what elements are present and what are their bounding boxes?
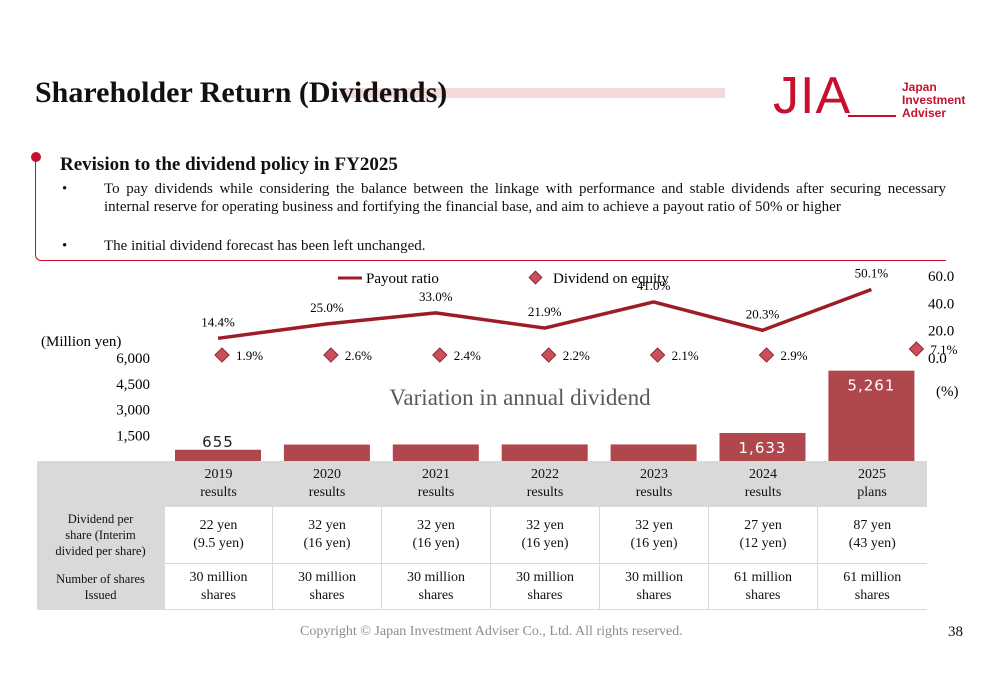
payout-ratio-label: 41.0% bbox=[637, 278, 671, 293]
table-cell: 30 million shares bbox=[599, 563, 709, 610]
bar-2019 bbox=[175, 449, 261, 461]
right-axis-tick: 20.0 bbox=[928, 324, 954, 340]
left-axis-tick: 3,000 bbox=[116, 403, 150, 419]
bar-2024 bbox=[719, 432, 806, 461]
right-axis-tick: 60.0 bbox=[928, 269, 954, 285]
dividend-on-equity-marker bbox=[214, 347, 230, 363]
table-header-2023: 2023 results bbox=[599, 461, 709, 507]
dividend-on-equity-label: 2.6% bbox=[345, 348, 372, 363]
dividend-on-equity-marker bbox=[540, 347, 557, 363]
left-axis-tick: 6,000 bbox=[116, 351, 150, 367]
table-cell: 30 million shares bbox=[490, 563, 600, 610]
dividend-on-equity-label: 2.1% bbox=[672, 348, 699, 363]
table-header-2025: 2025 plans bbox=[817, 461, 927, 507]
bar-2023 bbox=[610, 444, 697, 461]
table-corner bbox=[37, 461, 165, 507]
left-axis-tick: 4,500 bbox=[116, 377, 150, 393]
table-header-2021: 2021 results bbox=[381, 461, 491, 507]
bar-2020 bbox=[283, 444, 370, 461]
logo-underline bbox=[848, 115, 896, 117]
bar-2022 bbox=[501, 444, 588, 461]
table-cell: 32 yen (16 yen) bbox=[272, 507, 382, 564]
dividend-on-equity-marker bbox=[323, 347, 339, 363]
logo-line-1: Japan bbox=[902, 80, 937, 94]
dividend-on-equity-label: 1.9% bbox=[236, 348, 263, 363]
row-header-shares-issued: Number of shares Issued bbox=[37, 563, 165, 610]
bar-2025 bbox=[828, 370, 915, 461]
payout-ratio-label: 20.3% bbox=[746, 306, 780, 321]
dividend-chart: Payout ratio Dividend on equity (Million… bbox=[41, 266, 959, 461]
dividend-on-equity-label: 2.2% bbox=[563, 348, 590, 363]
table-header-2022: 2022 results bbox=[490, 461, 600, 507]
table-cell: 61 million shares bbox=[817, 563, 927, 610]
chart-title: Variation in annual dividend bbox=[389, 385, 651, 410]
bullet-1-marker: • bbox=[62, 181, 68, 197]
bar-value-label: 1,633 bbox=[739, 439, 787, 457]
payout-ratio-line bbox=[217, 287, 873, 341]
payout-ratio-label: 21.9% bbox=[528, 304, 562, 319]
page-number: 38 bbox=[948, 624, 963, 640]
table-cell: 30 million shares bbox=[164, 563, 273, 610]
right-axis-label: (%) bbox=[936, 384, 959, 400]
table-cell: 32 yen (16 yen) bbox=[490, 507, 600, 564]
dividend-on-equity-marker bbox=[432, 347, 448, 363]
dividend-on-equity-marker bbox=[649, 347, 666, 363]
table-header-2020: 2020 results bbox=[272, 461, 382, 507]
page-title: Shareholder Return (Dividends) bbox=[35, 76, 448, 109]
payout-ratio-label: 25.0% bbox=[310, 300, 344, 315]
table-cell: 27 yen (12 yen) bbox=[708, 507, 818, 564]
table-cell: 30 million shares bbox=[381, 563, 491, 610]
payout-ratio-label: 14.4% bbox=[201, 314, 235, 329]
footer-copyright: Copyright © Japan Investment Adviser Co.… bbox=[300, 624, 683, 639]
bar-value-label: 963 bbox=[420, 428, 452, 446]
bar-value-label: 959 bbox=[311, 429, 343, 447]
dividend-on-equity-marker bbox=[758, 347, 775, 363]
right-axis-tick: 0.0 bbox=[928, 351, 947, 367]
bar-value-label: 966 bbox=[638, 428, 670, 446]
policy-heading: Revision to the dividend policy in FY202… bbox=[60, 154, 398, 175]
bullet-2-text: The initial dividend forecast has been l… bbox=[104, 238, 426, 254]
dividend-on-equity-label: 7.1% bbox=[930, 342, 957, 357]
title-underline-bar bbox=[340, 88, 725, 98]
table-header-2024: 2024 results bbox=[708, 461, 818, 507]
table-cell: 32 yen (16 yen) bbox=[599, 507, 709, 564]
policy-frame bbox=[35, 158, 946, 261]
table-cell: 22 yen (9.5 yen) bbox=[164, 507, 273, 564]
bullet-1-text: To pay dividends while considering the b… bbox=[104, 181, 946, 215]
dividend-table: 2019 results 2020 results 2021 results 2022… bbox=[37, 461, 927, 610]
right-axis-tick: 40.0 bbox=[928, 296, 954, 312]
company-logo-mark: JIA bbox=[773, 67, 852, 125]
table-cell: 32 yen (16 yen) bbox=[381, 507, 491, 564]
table-row: Number of shares Issued 30 million shares … bbox=[37, 563, 927, 610]
company-logo-text: Japan Investment Adviser bbox=[902, 81, 965, 120]
table-cell: 30 million shares bbox=[272, 563, 382, 610]
payout-ratio-label: 50.1% bbox=[855, 266, 889, 281]
legend-diamond-icon bbox=[528, 270, 543, 285]
payout-ratio-label: 33.0% bbox=[419, 289, 453, 304]
logo-line-2: Investment bbox=[902, 93, 966, 107]
dividend-on-equity-marker bbox=[908, 341, 925, 357]
policy-dot-icon bbox=[31, 152, 41, 162]
table-cell: 61 million shares bbox=[708, 563, 818, 610]
table-cell: 87 yen (43 yen) bbox=[817, 507, 927, 564]
bar-value-label: 655 bbox=[202, 433, 234, 451]
bar-2021 bbox=[392, 444, 479, 461]
dividend-on-equity-label: 2.4% bbox=[454, 348, 481, 363]
row-header-dividend-per-share: Dividend per share (Interim divided per sh… bbox=[37, 507, 165, 564]
bar-value-label: 5,261 bbox=[847, 377, 895, 395]
logo-line-3: Adviser bbox=[902, 106, 947, 120]
left-axis-label: (Million yen) bbox=[41, 334, 121, 350]
left-axis-tick: 1,500 bbox=[116, 428, 150, 444]
legend-dividend-on-equity: Dividend on equity bbox=[553, 271, 669, 287]
bar-value-label: 966 bbox=[529, 428, 561, 446]
table-header-row: 2019 results 2020 results 2021 results 2022… bbox=[37, 461, 927, 507]
bullet-2-marker: • bbox=[62, 238, 68, 254]
dividend-on-equity-label: 2.9% bbox=[781, 348, 808, 363]
legend-payout-ratio: Payout ratio bbox=[366, 271, 439, 287]
table-row: Dividend per share (Interim divided per sh… bbox=[37, 507, 927, 564]
table-header-2019: 2019 results bbox=[164, 461, 273, 507]
